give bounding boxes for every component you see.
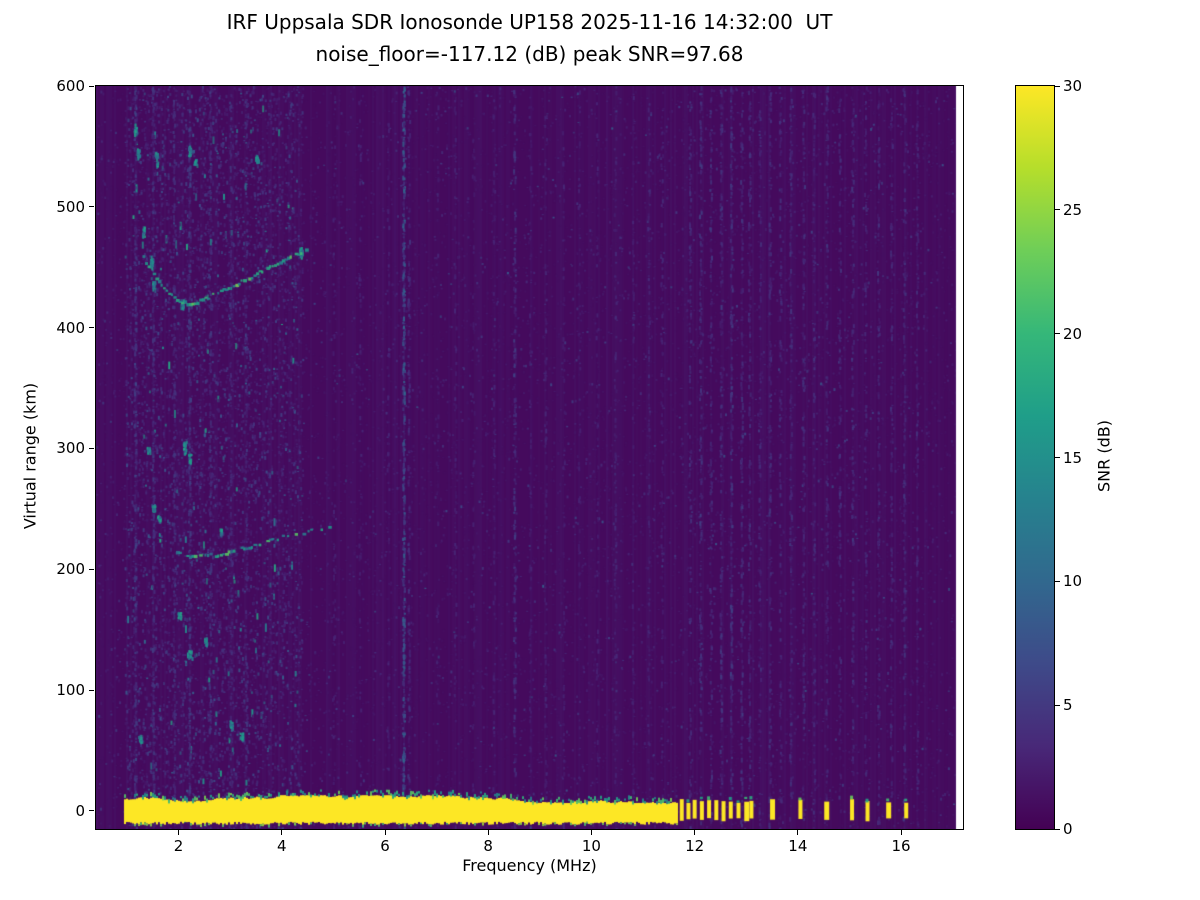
x-axis-label: Frequency (MHz) [462,856,597,875]
x-tick-label: 12 [685,837,705,855]
colorbar-tick-label: 10 [1063,572,1083,591]
x-tick-label: 14 [788,837,808,855]
colorbar-tick-mark [1055,704,1060,706]
colorbar-tick-mark [1055,580,1060,582]
x-tick-label: 16 [891,837,911,855]
y-tick-label: 100 [56,681,85,700]
y-tick-label: 500 [56,197,85,216]
x-tick-label: 8 [483,837,493,855]
colorbar-tick-mark [1055,828,1060,830]
chart-subtitle: noise_floor=-117.12 (dB) peak SNR=97.68 [315,42,744,66]
colorbar-gradient [1016,86,1054,829]
x-tick-label: 4 [277,837,287,855]
colorbar [1015,85,1055,830]
colorbar-tick-label: 20 [1063,324,1083,343]
colorbar-tick-mark [1055,333,1060,335]
x-tick-label: 6 [380,837,390,855]
y-tick-mark [89,206,94,208]
y-tick-label: 600 [56,77,85,95]
ionogram-plot [95,85,964,830]
colorbar-tick-label: 5 [1063,696,1073,715]
x-tick-mark [178,830,180,835]
colorbar-tick-mark [1055,457,1060,458]
y-axis-label: Virtual range (km) [20,382,40,530]
y-tick-mark [89,327,94,329]
colorbar-tick-mark [1055,209,1060,211]
colorbar-tick-label: 30 [1063,77,1083,95]
colorbar-label: SNR (dB) [1094,420,1114,492]
y-tick-label: 400 [56,318,85,337]
y-tick-label: 200 [56,560,85,579]
y-tick-label: 0 [75,801,85,820]
ionogram-heatmap [96,86,963,829]
y-tick-mark [89,447,94,449]
x-tick-label: 2 [173,837,184,855]
x-tick-mark [281,830,283,835]
y-tick-mark [89,85,94,87]
colorbar-tick-mark [1055,85,1060,87]
x-tick-mark [694,830,696,835]
colorbar-tick-label: 0 [1063,820,1073,838]
x-tick-label: 10 [581,837,601,855]
x-tick-mark [900,830,902,835]
y-tick-label: 300 [56,439,85,458]
x-tick-mark [797,830,799,835]
y-tick-mark [89,689,94,691]
chart-title: IRF Uppsala SDR Ionosonde UP158 2025-11-… [226,10,833,34]
colorbar-tick-label: 25 [1063,200,1083,219]
x-tick-mark [487,830,489,835]
y-tick-mark [89,568,94,570]
x-tick-mark [590,830,592,835]
y-tick-mark [89,810,94,812]
colorbar-tick-label: 15 [1063,448,1083,467]
x-tick-mark [384,830,386,835]
